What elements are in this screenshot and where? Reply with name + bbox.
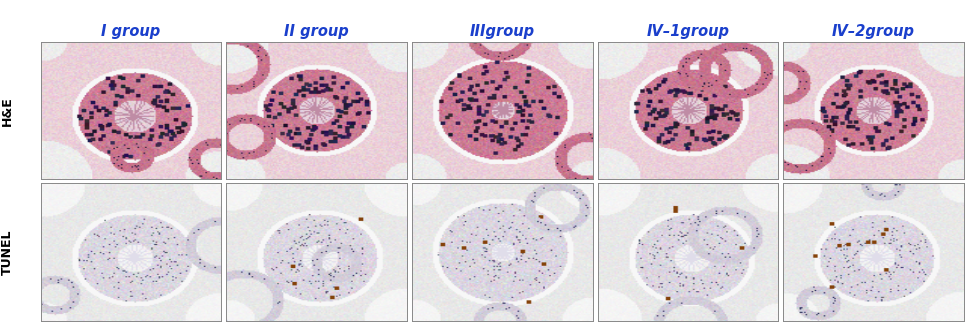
Text: IIIgroup: IIIgroup — [470, 24, 535, 39]
Text: H&E: H&E — [1, 96, 14, 126]
Text: TUNEL: TUNEL — [1, 229, 14, 275]
Text: II group: II group — [285, 24, 349, 39]
Text: I group: I group — [101, 24, 160, 39]
Text: IV–2group: IV–2group — [832, 24, 915, 39]
Text: IV–1group: IV–1group — [647, 24, 730, 39]
